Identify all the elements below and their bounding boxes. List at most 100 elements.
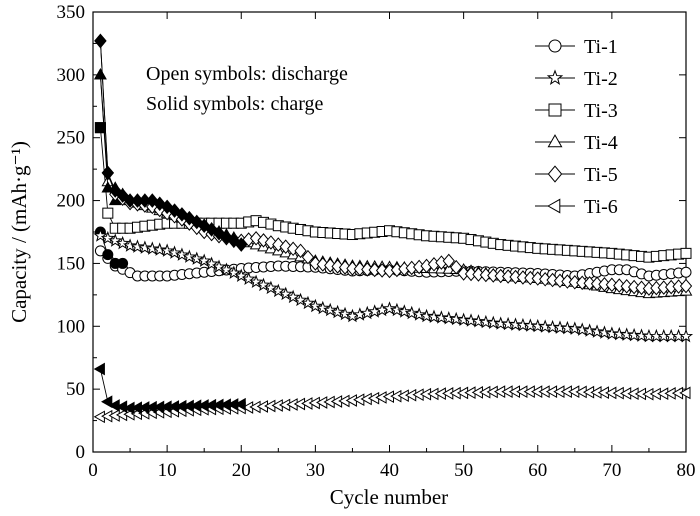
discharge-point	[382, 301, 397, 315]
x-tick-label: 0	[88, 460, 98, 481]
discharge-point	[300, 295, 316, 310]
discharge-point	[160, 243, 175, 257]
legend-marker	[546, 69, 564, 85]
series-layer	[93, 33, 694, 424]
discharge-point	[575, 322, 590, 336]
legend-label: Ti-6	[584, 196, 618, 218]
discharge-point	[189, 251, 204, 265]
discharge-point	[130, 239, 145, 253]
discharge-point	[309, 256, 322, 271]
legend-label: Ti-4	[584, 132, 618, 154]
discharge-point	[197, 253, 212, 267]
discharge-point	[263, 280, 278, 295]
discharge-point	[331, 259, 344, 274]
discharge-point	[286, 289, 301, 304]
discharge-point	[426, 309, 442, 324]
discharge-point	[471, 314, 486, 328]
discharge-point	[271, 283, 286, 298]
discharge-point	[100, 230, 115, 245]
charge-point	[109, 183, 122, 198]
discharge-point	[234, 268, 249, 283]
x-tick-label: 70	[602, 460, 621, 481]
x-tick-label: 80	[677, 460, 696, 481]
y-tick-label: 0	[76, 442, 86, 463]
discharge-point	[546, 272, 559, 288]
charge-point	[93, 362, 105, 376]
charge-point	[116, 188, 129, 203]
discharge-point	[145, 241, 160, 255]
discharge-point	[680, 266, 692, 278]
y-tick-label: 300	[57, 65, 86, 86]
y-tick-label: 150	[57, 253, 86, 274]
series-ti-2	[93, 228, 694, 343]
discharge-point	[301, 249, 315, 265]
discharge-point	[582, 323, 597, 337]
legend-label: Ti-5	[584, 164, 618, 186]
series-ti-5	[94, 33, 693, 296]
discharge-point	[316, 257, 329, 272]
discharge-point	[204, 256, 219, 270]
discharge-point	[442, 253, 455, 269]
discharge-point	[102, 207, 114, 219]
legend-label: Ti-2	[584, 68, 618, 90]
legend-marker	[547, 134, 563, 148]
annotation-discharge: Open symbols: discharge	[146, 63, 348, 85]
discharge-point	[567, 321, 582, 335]
discharge-point	[450, 259, 463, 275]
discharge-point	[315, 300, 330, 315]
discharge-point	[478, 314, 493, 329]
discharge-point	[449, 311, 464, 326]
discharge-point	[137, 240, 152, 254]
discharge-point	[463, 313, 479, 327]
discharge-point	[679, 386, 691, 400]
discharge-point	[324, 258, 337, 273]
discharge-point	[337, 306, 353, 321]
discharge-point	[456, 312, 471, 327]
y-tick-label: 200	[57, 191, 86, 212]
discharge-point	[338, 260, 352, 275]
y-axis-title: Capacity / (mAh·g⁻¹)	[7, 141, 31, 323]
discharge-point	[539, 271, 552, 287]
legend-marker	[548, 103, 562, 117]
discharge-point	[531, 271, 544, 286]
y-tick-label: 100	[57, 316, 86, 337]
discharge-point	[605, 277, 619, 293]
discharge-point	[620, 279, 633, 294]
charge-point	[94, 68, 107, 80]
discharge-point	[108, 233, 123, 247]
discharge-point	[219, 262, 234, 276]
x-tick-label: 60	[528, 460, 547, 481]
x-axis-title: Cycle number	[330, 485, 448, 509]
discharge-point	[404, 305, 419, 320]
charge-point	[101, 395, 113, 409]
discharge-point	[122, 238, 138, 252]
y-tick-label: 50	[66, 379, 85, 400]
discharge-point	[211, 259, 227, 273]
discharge-point	[174, 247, 190, 261]
discharge-point	[323, 302, 338, 317]
discharge-point	[589, 324, 605, 338]
x-tick-label: 40	[380, 460, 399, 481]
discharge-point	[256, 277, 271, 292]
axis-ticks: 0 10 20 30 40 50 60 70 80 0 50 100 150 200 250 300 350	[57, 2, 696, 481]
discharge-point	[308, 298, 323, 313]
x-tick-label: 50	[454, 460, 473, 481]
discharge-point	[561, 274, 574, 289]
discharge-point	[419, 308, 434, 323]
discharge-point	[434, 310, 449, 324]
annotation-charge: Solid symbols: charge	[146, 93, 324, 115]
discharge-point	[294, 243, 307, 259]
discharge-point	[115, 235, 130, 250]
discharge-point	[486, 315, 501, 330]
legend-marker	[547, 198, 561, 214]
discharge-point	[182, 249, 197, 263]
y-tick-label: 350	[57, 2, 86, 23]
x-tick-label: 20	[232, 460, 251, 481]
discharge-point	[241, 271, 256, 286]
discharge-point	[226, 265, 241, 280]
charge-point	[94, 33, 107, 49]
charge-point	[102, 249, 114, 261]
x-tick-label: 30	[306, 460, 325, 481]
discharge-point	[93, 228, 108, 242]
